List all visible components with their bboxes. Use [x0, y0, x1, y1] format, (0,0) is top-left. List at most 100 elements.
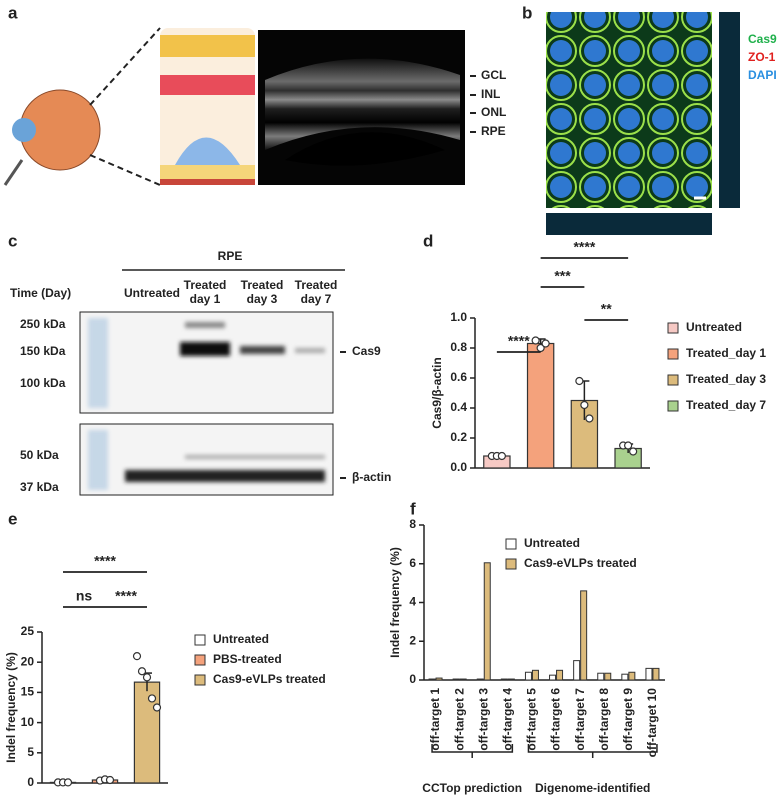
legend-swatch [505, 558, 517, 570]
legend-label: Cas9-eVLPs treated [524, 556, 637, 570]
legend-swatch [667, 374, 679, 386]
group-label: Digenome-identified [535, 781, 650, 795]
y-tick-label: 0 [409, 672, 416, 686]
x-tick-label: off-target 4 [501, 688, 515, 751]
bar [645, 667, 653, 681]
eye-illustration [3, 27, 255, 186]
y-tick-label: 8 [409, 517, 416, 531]
y-tick-label: 4 [409, 595, 416, 609]
x-tick-label: off-target 5 [525, 688, 539, 751]
legend-label: Untreated [213, 632, 269, 646]
x-tick-label: off-target 9 [621, 688, 635, 751]
y-tick-label: 15 [21, 685, 35, 699]
y-tick-label: 5 [27, 745, 34, 759]
y-tick-label: 0 [27, 775, 34, 789]
legend-swatch [505, 538, 517, 550]
y-tick-label: 2 [409, 633, 416, 647]
bar [531, 669, 539, 681]
y-tick-label: 0.8 [450, 340, 467, 354]
bar [507, 678, 515, 681]
panel-letter: e [8, 509, 17, 528]
group-label: CCTop prediction [422, 781, 522, 795]
data-point [580, 400, 589, 410]
data-point [152, 703, 162, 712]
legend-swatch [667, 400, 679, 412]
y-tick-label: 6 [409, 556, 416, 570]
significance-label: **** [94, 553, 116, 569]
western-blot [79, 269, 345, 496]
bar [652, 667, 660, 681]
y-tick-label: 0.4 [450, 400, 467, 414]
tissue-label: RPE [218, 249, 243, 263]
x-tick-label: off-target 3 [476, 688, 490, 751]
legend-label: PBS-treated [213, 652, 282, 666]
x-tick-label: off-target 8 [597, 688, 611, 751]
layer-label: RPE [481, 124, 506, 138]
bar [580, 590, 588, 681]
lane-label: Treated [241, 278, 284, 292]
significance-label: ** [601, 301, 612, 317]
data-point [142, 673, 152, 682]
bar [526, 342, 555, 469]
band-label: Cas9 [352, 344, 381, 358]
bar [500, 678, 508, 681]
legend-swatch [194, 674, 206, 686]
significance-label: **** [508, 333, 530, 349]
bar [459, 678, 467, 681]
y-tick-label: 0.2 [450, 430, 467, 444]
y-axis-label: Indel frequency (%) [4, 652, 18, 763]
channel-label: ZO-1 [748, 50, 776, 64]
marker-label: 37 kDa [20, 480, 59, 494]
time-label: Time (Day) [10, 286, 71, 300]
marker-label: 100 kDa [20, 376, 66, 390]
significance-label: **** [115, 588, 137, 604]
bar [428, 678, 436, 681]
lane-label: Treated [184, 278, 227, 292]
panel-letter: f [410, 499, 416, 518]
data-point [629, 447, 638, 456]
legend-swatch [194, 634, 206, 646]
lane-label: day 7 [301, 292, 332, 306]
legend-label: Treated_day 7 [686, 398, 766, 412]
x-tick-label: off-target 6 [549, 688, 563, 751]
panel-letter: b [522, 3, 532, 22]
bar [621, 673, 629, 681]
marker-label: 50 kDa [20, 448, 59, 462]
x-tick-label: off-target 10 [645, 688, 659, 758]
significance-label: ns [76, 588, 93, 604]
bar [573, 660, 581, 681]
bar [604, 672, 612, 681]
legend-swatch [667, 348, 679, 360]
data-point [105, 775, 115, 785]
oct-image [258, 30, 465, 185]
data-point [147, 694, 157, 703]
y-axis-label: Indel frequency (%) [388, 547, 402, 658]
group-bracket [431, 744, 514, 758]
y-tick-label: 25 [21, 624, 35, 638]
panel-letter: d [423, 231, 433, 250]
layer-label: GCL [481, 68, 506, 82]
microscopy-image [546, 12, 740, 235]
band-label: β-actin [352, 470, 391, 484]
y-tick-label: 1.0 [450, 310, 467, 324]
marker-label: 250 kDa [20, 317, 66, 331]
bar [556, 669, 564, 681]
bar [549, 674, 557, 681]
bar [597, 672, 605, 681]
y-tick-label: 10 [21, 715, 35, 729]
group-bracket [527, 744, 658, 758]
data-point [531, 336, 540, 345]
data-point [541, 339, 550, 348]
layer-label: ONL [481, 105, 506, 119]
data-point [497, 451, 506, 461]
data-point [624, 441, 633, 450]
legend-swatch [667, 322, 679, 334]
bar [435, 677, 443, 681]
x-tick-label: off-target 1 [428, 688, 442, 751]
legend-label: Cas9-eVLPs treated [213, 672, 326, 686]
legend-swatch [194, 654, 206, 666]
significance-label: *** [554, 268, 571, 284]
data-point [137, 667, 147, 676]
legend-label: Untreated [524, 536, 580, 550]
